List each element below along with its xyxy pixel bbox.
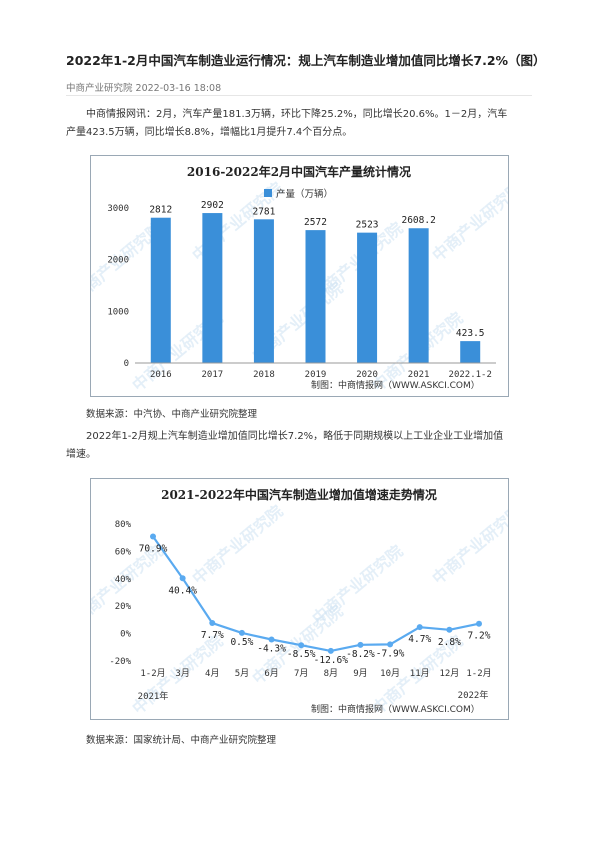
x-tick-label: 1-2月	[140, 668, 165, 679]
data-point	[416, 624, 423, 631]
bar-value-label: 2812	[149, 205, 172, 216]
paragraph-2-line-1: 2022年1-2月规上汽车制造业增加值同比增长7.2%，略低于同期规模以上工业企…	[86, 431, 504, 442]
x-tick-label: 2022.1-2	[449, 370, 492, 380]
bars: 2812 2902 2781 2572 2523 2608.2 423.5	[149, 200, 485, 363]
y-tick-label: 40%	[115, 575, 132, 585]
bar	[460, 341, 481, 363]
bar-chart: 中商产业研究院中商产业研究院中商产业研究院中商产业研究院中商产业研究院中商产业研…	[91, 164, 508, 395]
year-label: 2021年	[138, 690, 169, 702]
paragraph-1-line-2: 产量423.5万辆，同比增长8.8%，增幅比1月提升7.4个百分点。	[66, 127, 353, 138]
x-tick-label: 4月	[205, 668, 219, 679]
data-point	[179, 575, 186, 582]
bar-value-label: 423.5	[456, 328, 485, 339]
point-value-label: -7.9%	[376, 648, 405, 659]
y-tick-label: 3000	[107, 204, 129, 214]
y-tick-label: -20%	[109, 657, 131, 667]
bar-value-label: 2781	[252, 206, 275, 217]
bar-value-label: 2902	[201, 200, 224, 211]
chart-title: 2021-2022年中国汽车制造业增加值增速走势情况	[161, 487, 437, 502]
y-tick-label: 20%	[115, 602, 132, 612]
y-tick-label: 2000	[107, 256, 129, 266]
point-value-label: 70.9%	[139, 543, 168, 554]
x-tick-label: 1-2月	[466, 668, 491, 679]
x-axis: 2016 2017 2018 2019 2020 2021 2022.1-2	[150, 370, 492, 380]
point-value-label: 40.4%	[168, 585, 197, 596]
x-tick-label: 11月	[410, 668, 430, 679]
data-point	[446, 626, 453, 633]
y-tick-label: 0	[124, 359, 129, 369]
point-value-label: 2.8%	[438, 637, 461, 648]
watermark-text: 中商产业研究院	[428, 179, 508, 266]
source-note-2: 数据来源：国家统计局、中商产业研究院整理	[86, 735, 277, 746]
y-axis: 0 1000 2000 3000	[107, 204, 129, 369]
watermark-text: 中商产业研究院	[188, 502, 286, 589]
data-point	[238, 629, 245, 636]
bar-chart-frame: 中商产业研究院中商产业研究院中商产业研究院中商产业研究院中商产业研究院中商产业研…	[90, 155, 509, 397]
watermark-text: 中商产业研究院	[428, 502, 508, 589]
x-tick-label: 2020	[356, 370, 378, 380]
x-tick-label: 7月	[294, 668, 308, 679]
legend-swatch	[264, 189, 272, 197]
x-tick-label: 2016	[150, 370, 172, 380]
bar	[305, 230, 326, 363]
point-value-label: 7.7%	[201, 630, 224, 641]
x-tick-label: 3月	[175, 668, 189, 679]
divider	[66, 95, 532, 96]
y-axis: -20% 0% 20% 40% 60% 80%	[109, 520, 131, 667]
bar-value-label: 2523	[356, 220, 379, 231]
x-tick-label: 2019	[305, 370, 327, 380]
data-point	[476, 620, 482, 627]
point-value-label: -12.6%	[314, 655, 349, 666]
bar	[150, 217, 171, 363]
line-chart-frame: 中商产业研究院 中商产业研究院 中商产业研究院 中商产业研究院 中商产业研究院 中商产业研…	[90, 478, 509, 720]
x-tick-label: 2021	[408, 370, 430, 380]
article-title: 2022年1-2月中国汽车制造业运行情况：规上汽车制造业增加值同比增长7.2%（…	[66, 53, 546, 68]
bar-value-label: 2608.2	[401, 215, 435, 226]
x-tick-label: 2018	[253, 370, 275, 380]
x-tick-label: 6月	[264, 668, 278, 679]
data-point	[209, 620, 216, 627]
point-value-label: 4.7%	[408, 634, 431, 645]
y-tick-label: 0%	[120, 630, 131, 640]
bar	[357, 232, 378, 363]
series-line	[152, 535, 480, 652]
x-axis: 1-2月 3月 4月 5月 6月 7月 8月 9月 10月 11月 12月 1-2月 2021年 2022…	[138, 668, 492, 702]
x-tick-label: 2017	[202, 370, 224, 380]
y-tick-label: 60%	[115, 547, 132, 557]
article-meta: 中商产业研究院 2022-03-16 18:08	[66, 83, 222, 94]
x-tick-label: 12月	[439, 668, 459, 679]
data-point	[268, 636, 275, 643]
point-value-label: 7.2%	[468, 631, 491, 642]
data-point	[298, 642, 305, 649]
source-note-1: 数据来源：中汽协、中商产业研究院整理	[86, 409, 258, 420]
bar	[253, 219, 274, 363]
paragraph-2-line-2: 增速。	[66, 449, 96, 460]
y-tick-label: 80%	[115, 520, 132, 530]
data-point	[387, 641, 394, 648]
chart-credit: 制图：中商情报网（WWW.ASKCI.COM）	[311, 379, 480, 391]
year-label: 2022年	[458, 689, 489, 701]
chart-credit: 制图：中商情报网（WWW.ASKCI.COM）	[311, 703, 480, 715]
bar-value-label: 2572	[304, 217, 327, 228]
data-point	[150, 533, 156, 540]
point-value-label: -8.5%	[287, 649, 316, 660]
legend-label: 产量（万辆）	[276, 188, 333, 200]
point-value-label: -8.2%	[346, 649, 375, 660]
chart-title: 2016-2022年2月中国汽车产量统计情况	[187, 164, 411, 179]
y-tick-label: 1000	[107, 307, 129, 317]
data-point	[357, 641, 364, 648]
point-value-label: -4.3%	[257, 643, 286, 654]
x-tick-label: 5月	[235, 668, 249, 679]
paragraph-1-line-1: 中商情报网讯：2月，汽车产量181.3万辆，环比下降25.2%，同比增长20.6…	[86, 109, 508, 120]
line-series: 70.9% 40.4% 7.7% 0.5% -4.3%-8.5%-12.6%-8.2% -…	[139, 533, 491, 666]
bar	[408, 228, 429, 363]
x-tick-label: 9月	[353, 668, 367, 679]
bar	[202, 213, 223, 363]
data-point	[327, 647, 334, 654]
x-tick-label: 8月	[324, 668, 338, 679]
x-tick-label: 10月	[380, 668, 400, 679]
point-value-label: 0.5%	[230, 637, 253, 648]
